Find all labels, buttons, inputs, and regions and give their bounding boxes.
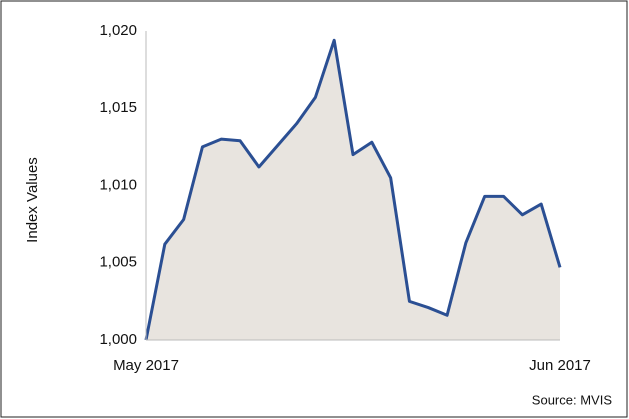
source: Source: MVIS [532,392,613,407]
y-axis-label: Index Values [24,157,41,243]
line [144,38,562,341]
x-tick-label: May 2017 [113,357,179,374]
area-fill [146,40,560,341]
y-tick-label: 1,010 [99,176,137,193]
y-tick-label: 1,000 [99,331,137,348]
y-tick-label: 1,015 [99,99,137,116]
y-tick-label: 1,005 [99,254,137,271]
y-tick-label: 1,020 [99,22,137,39]
x-tick-label: Jun 2017 [529,357,591,374]
